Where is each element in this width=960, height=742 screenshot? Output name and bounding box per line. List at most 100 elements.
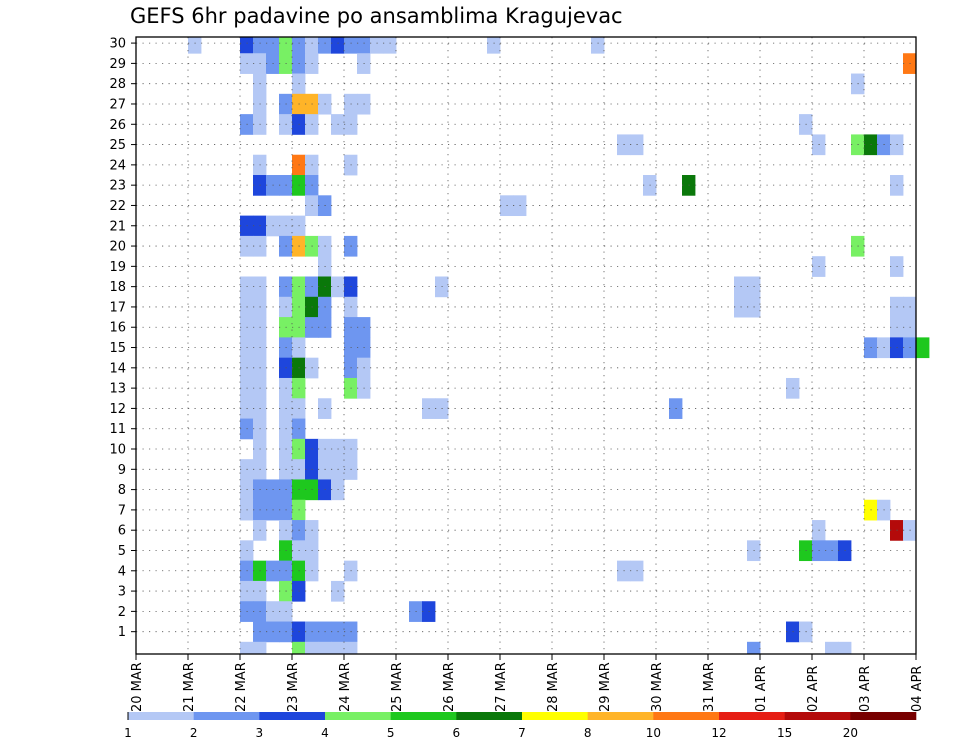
- plot-frame: [135, 36, 917, 655]
- heatmap-cell: [305, 641, 319, 655]
- heatmap-cell: [188, 37, 202, 54]
- y-tick-label: 14: [109, 361, 126, 376]
- legend-swatch: [193, 712, 260, 720]
- heatmap-cell: [916, 337, 930, 359]
- x-tick-label: 30 MAR: [650, 662, 665, 712]
- x-tick-label: 20 MAR: [130, 662, 145, 712]
- heatmap-cell: [747, 641, 761, 655]
- y-tick-label: 30: [109, 37, 126, 52]
- legend-label: 15: [777, 726, 792, 740]
- y-tick-label: 6: [118, 524, 126, 539]
- heatmap-cell: [344, 37, 358, 54]
- heatmap-cell: [825, 641, 839, 655]
- x-tick-label: 25 MAR: [390, 662, 405, 712]
- y-tick-label: 20: [109, 240, 126, 255]
- heatmap-cell: [318, 37, 332, 54]
- y-tick-label: 2: [118, 605, 126, 620]
- x-tick-label: 24 MAR: [338, 662, 353, 712]
- y-tick-label: 27: [109, 97, 126, 112]
- y-tick-label: 13: [109, 382, 126, 397]
- y-tick-label: 29: [109, 57, 126, 72]
- x-tick-label: 29 MAR: [598, 662, 613, 712]
- legend-label: 2: [190, 726, 198, 740]
- x-tick-label: 28 MAR: [546, 662, 561, 712]
- y-tick-label: 28: [109, 77, 126, 92]
- legend-swatch: [522, 712, 588, 720]
- heatmap-cell: [240, 37, 254, 54]
- y-axis: 1234567891011121314151617181920212223242…: [109, 37, 136, 640]
- heatmap-cell: [487, 37, 501, 54]
- heatmap-cell: [370, 37, 384, 54]
- legend-label: 8: [584, 726, 592, 740]
- legend-swatch: [653, 712, 720, 720]
- legend-label: 3: [256, 726, 264, 740]
- legend-swatch: [259, 712, 326, 720]
- heatmap-cell: [591, 37, 605, 54]
- x-tick-label: 22 MAR: [234, 662, 249, 712]
- heatmap-cell: [331, 641, 345, 655]
- x-tick-label: 31 MAR: [702, 662, 717, 712]
- legend-swatch: [456, 712, 523, 720]
- heatmap-cell: [838, 641, 852, 655]
- legend-swatch: [390, 712, 457, 720]
- y-tick-label: 8: [118, 483, 126, 498]
- x-tick-label: 27 MAR: [494, 662, 509, 712]
- legend-swatch: [719, 712, 785, 720]
- y-tick-label: 15: [109, 341, 126, 356]
- x-tick-label: 26 MAR: [442, 662, 457, 712]
- y-tick-label: 16: [109, 321, 126, 336]
- heatmap-cell: [331, 37, 345, 54]
- y-tick-label: 19: [109, 260, 126, 275]
- legend-label: 6: [453, 726, 461, 740]
- heatmap-cell: [253, 641, 267, 655]
- x-tick-label: 04 APR: [910, 666, 925, 712]
- legend-label: 1: [124, 726, 132, 740]
- legend-label: 5: [387, 726, 395, 740]
- y-tick-label: 3: [118, 585, 126, 600]
- y-tick-label: 11: [109, 422, 126, 437]
- y-tick-label: 26: [109, 118, 126, 133]
- legend-swatch: [128, 712, 194, 720]
- heatmap-cell: [266, 37, 280, 54]
- y-tick-label: 5: [118, 544, 126, 559]
- y-tick-label: 25: [109, 138, 126, 153]
- legend-swatch: [587, 712, 654, 720]
- heatmap-cell: [318, 641, 332, 655]
- x-tick-label: 01 APR: [754, 666, 769, 712]
- heatmap-cell: [279, 37, 293, 54]
- heatmap-cell: [344, 641, 358, 655]
- y-tick-label: 21: [109, 219, 126, 234]
- x-tick-label: 02 APR: [806, 666, 821, 712]
- heatmap-cell: [292, 37, 306, 54]
- legend-label: 20: [843, 726, 858, 740]
- legend-swatch: [850, 712, 917, 720]
- heatmap-cells: [188, 37, 930, 655]
- y-tick-label: 4: [118, 564, 126, 579]
- y-tick-label: 9: [118, 463, 126, 478]
- y-tick-label: 22: [109, 199, 126, 214]
- heatmap-cell: [240, 641, 254, 655]
- y-tick-label: 24: [109, 158, 126, 173]
- x-tick-label: 23 MAR: [286, 662, 301, 712]
- x-axis: 20 MAR 21 MAR 22 MAR 23 MAR 24 MAR 25 MAR 26 M…: [130, 654, 925, 712]
- heatmap-cell: [253, 37, 267, 54]
- heatmap-cell: [357, 37, 371, 54]
- legend-swatch: [325, 712, 391, 720]
- dotted-grid: [136, 37, 916, 654]
- y-tick-label: 7: [118, 503, 126, 518]
- heatmap-cell: [383, 37, 397, 54]
- heatmap-cell: [292, 641, 306, 655]
- legend-label: 4: [321, 726, 329, 740]
- chart-title: GEFS 6hr padavine po ansamblima Kragujev…: [130, 4, 623, 28]
- x-tick-label: 03 APR: [858, 666, 873, 712]
- legend-label: 12: [711, 726, 726, 740]
- y-tick-label: 1: [118, 625, 126, 640]
- y-tick-label: 12: [109, 402, 126, 417]
- color-legend: 1 2 3 4 5 6 7 8 10 12 15 20: [124, 712, 917, 740]
- y-tick-label: 23: [109, 179, 126, 194]
- y-tick-label: 18: [109, 280, 126, 295]
- legend-swatch: [784, 712, 851, 720]
- x-tick-label: 21 MAR: [182, 662, 197, 712]
- y-tick-label: 10: [109, 443, 126, 458]
